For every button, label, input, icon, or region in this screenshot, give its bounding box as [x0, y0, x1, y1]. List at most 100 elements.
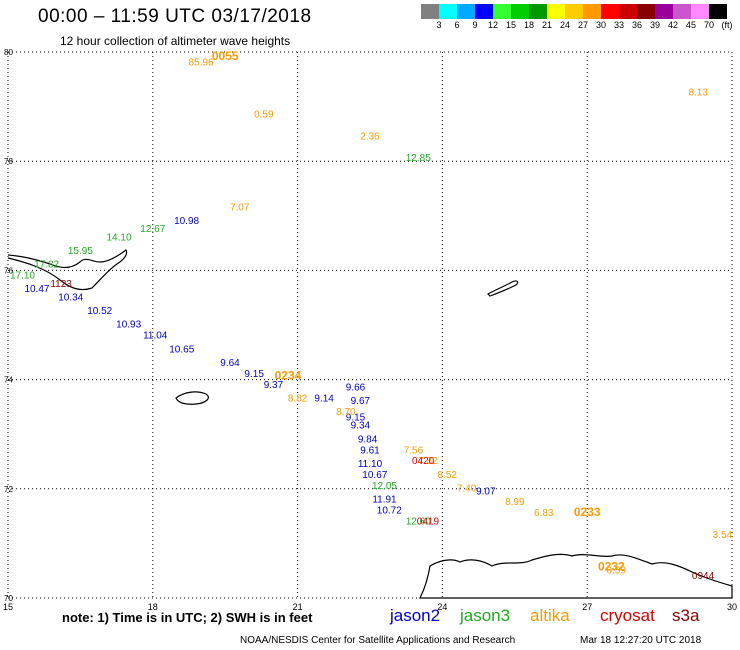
pass-time-label: 0232: [598, 560, 625, 574]
kong-karls-land-coastline: [487, 280, 519, 297]
legend-label: 45: [685, 20, 697, 30]
map-subtitle: 12 hour collection of altimeter wave hei…: [60, 34, 291, 48]
lon-tick-label: 27: [582, 602, 592, 612]
swh-value-label: 9.34: [351, 421, 371, 432]
swh-value-label: 10.67: [362, 470, 387, 481]
swh-value-label: 10.52: [87, 306, 112, 317]
satellite-name: cryosat: [600, 606, 655, 625]
legend-label: 70: [703, 20, 715, 30]
swh-value-label: 10.72: [377, 505, 402, 516]
swh-value-label: 9.66: [346, 383, 366, 394]
color-legend: 3 6 9 12 15 18 21 24 27 30 33 36 39 42 45 70 (ft): [421, 4, 740, 33]
swh-value-label: 3.54: [713, 530, 733, 541]
swh-value-label: 9.67: [351, 396, 371, 407]
satellite-name: jason3: [460, 606, 511, 625]
swh-value-label: 10.93: [116, 320, 141, 331]
legend-label: 6: [454, 20, 460, 30]
swh-value-label: 9.07: [476, 486, 496, 497]
swh-value-label: 10.65: [169, 344, 194, 355]
swh-value-label: 8.52: [437, 470, 457, 481]
lat-tick-label: 72: [4, 485, 13, 494]
swh-value-label: 0419: [417, 516, 440, 527]
legend-labels: 3 6 9 12 15 18 21 24 27 30 33 36 39 42 45 70 (ft): [421, 19, 740, 33]
legend-label: (ft): [721, 20, 733, 30]
swh-value-label: 12.67: [140, 224, 165, 235]
swh-value-label: 11.91: [372, 494, 397, 505]
legend-swatch: [493, 4, 511, 19]
swh-value-label: 2.36: [360, 131, 380, 142]
legend-swatch: [511, 4, 529, 19]
legend-label: 9: [472, 20, 478, 30]
legend-label: 21: [541, 20, 553, 30]
legend-swatches: [421, 4, 740, 19]
lon-tick-label: 30: [727, 602, 737, 612]
legend-swatch: [547, 4, 565, 19]
swh-value-label: 1123: [50, 279, 72, 290]
swh-value-label: 9.37: [264, 380, 284, 391]
lat-tick-label: 70: [4, 594, 13, 603]
swh-value-label: 12.60: [406, 516, 431, 527]
legend-swatch: [457, 4, 475, 19]
swh-value-label: 8.82: [288, 393, 308, 404]
bear-island-coastline: [175, 391, 209, 405]
swh-value-label: 7.07: [230, 202, 250, 213]
legend-label: 39: [649, 20, 661, 30]
legend-label: 3: [436, 20, 442, 30]
pass-time-label: 0055: [212, 49, 239, 63]
legend-label: 18: [523, 20, 535, 30]
legend-label: 15: [505, 20, 517, 30]
map-title: 00:00 – 11:59 UTC 03/17/2018: [38, 6, 312, 27]
swh-value-label: 9.15: [244, 369, 264, 380]
legend-label: 30: [595, 20, 607, 30]
footnote: note: 1) Time is in UTC; 2) SWH is in fe…: [62, 610, 313, 625]
legend-label: 36: [631, 20, 643, 30]
legend-swatch: [655, 4, 673, 19]
swh-value-label: 8.13: [688, 88, 708, 99]
satellite-name: altika: [530, 606, 570, 625]
swh-value-label: 11.10: [358, 459, 383, 470]
swh-value-label: 8.70: [336, 407, 356, 418]
credit-text: NOAA/NESDIS Center for Satellite Applica…: [240, 635, 516, 646]
legend-swatch: [529, 4, 547, 19]
lon-tick-label: 21: [293, 602, 303, 612]
legend-swatch: [421, 4, 439, 19]
legend-swatch: [619, 4, 637, 19]
legend-label: 27: [577, 20, 589, 30]
swh-value-label: 0.59: [254, 110, 274, 121]
swh-value-label: 17.10: [10, 271, 35, 282]
swh-value-label: 12.05: [372, 481, 397, 492]
legend-swatch: [565, 4, 583, 19]
swh-value-label: 9.64: [220, 358, 240, 369]
swh-value-label: 7.56: [404, 445, 424, 456]
legend-label: 12: [487, 20, 499, 30]
swh-value-label: 85.96: [189, 58, 214, 69]
legend-swatch: [691, 4, 709, 19]
satellite-name: s3a: [672, 606, 700, 625]
generated-timestamp: Mar 18 12:27:20 UTC 2018: [580, 635, 702, 646]
satellite-name: jason2: [390, 606, 441, 625]
swh-value-label: 0420: [412, 456, 435, 467]
swh-value-label: 11.04: [143, 331, 168, 342]
swh-value-label: 8.99: [505, 497, 525, 508]
swh-value-label: 12.85: [406, 153, 431, 164]
swh-value-label: 6.83: [534, 508, 554, 519]
legend-swatch: [709, 4, 727, 19]
swh-value-label: 0.59: [606, 565, 626, 576]
legend-swatch: [637, 4, 655, 19]
legend-swatch: [439, 4, 457, 19]
lat-tick-label: 78: [4, 157, 13, 166]
legend-swatch: [583, 4, 601, 19]
legend-swatch: [475, 4, 493, 19]
svalbard-coastline: [7, 249, 128, 291]
swh-value-label: 17.82: [34, 260, 59, 271]
legend-label: 42: [667, 20, 679, 30]
swh-value-label: 15.95: [68, 246, 93, 257]
lat-tick-label: 76: [4, 266, 13, 275]
pass-time-label: 0234: [275, 369, 302, 383]
legend-swatch: [601, 4, 619, 19]
swh-value-label: 9.61: [360, 445, 380, 456]
legend-label: 24: [559, 20, 571, 30]
swh-value-label: 10.47: [24, 284, 49, 295]
swh-value-label: 10.34: [58, 292, 83, 303]
